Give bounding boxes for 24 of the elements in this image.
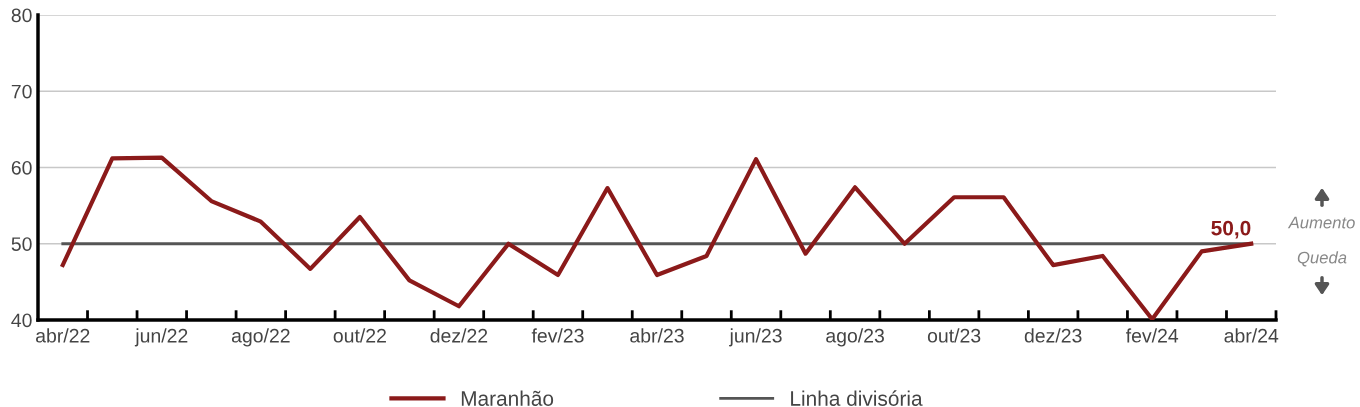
x-tick-label: jun/22 <box>134 328 188 347</box>
x-tick-label: abr/24 <box>1224 328 1279 343</box>
x-tick-label: out/23 <box>927 328 981 343</box>
x-tick-label: jun/23 <box>729 328 782 347</box>
line-series <box>60 155 1254 320</box>
y-tick-label: 50 <box>11 237 32 251</box>
legend-label: Linha divisória <box>791 390 923 406</box>
text: Queda <box>1297 251 1347 267</box>
x-tick-label: out/22 <box>333 328 386 343</box>
x-tick-label: abr/23 <box>630 328 684 343</box>
y-tick-label: 70 <box>11 84 32 99</box>
text: Aumento <box>1287 216 1355 229</box>
y-tick-label: 40 <box>11 313 32 328</box>
x-tick-label: fev/24 <box>1125 328 1179 343</box>
legend-label: Maranhão <box>461 390 554 406</box>
y-tick-label: 60 <box>11 160 32 175</box>
x-tick-label: ago/23 <box>826 328 884 347</box>
x-tick-label: ago/22 <box>231 328 290 347</box>
y-tick-label: 80 <box>11 8 32 23</box>
data-label: 50,0 <box>1211 220 1251 239</box>
x-tick-label: abr/22 <box>36 328 90 343</box>
x-tick-label: fev/23 <box>531 328 584 343</box>
x-tick-label: dez/23 <box>1024 328 1082 343</box>
x-tick-label: dez/22 <box>430 328 488 343</box>
